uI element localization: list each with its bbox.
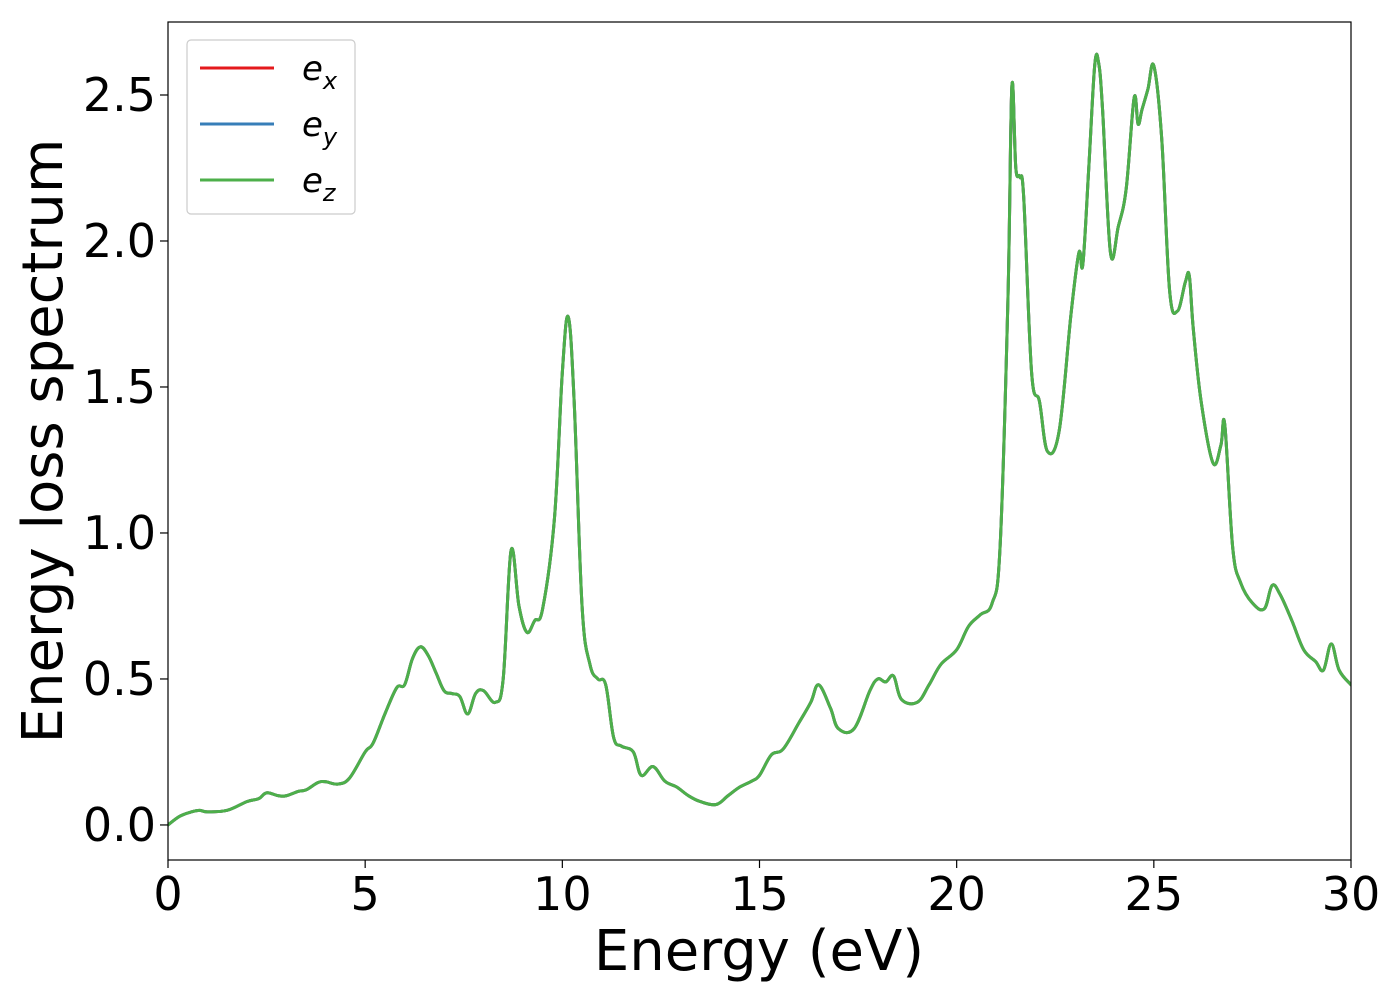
- x-tick-label: 5: [351, 867, 380, 921]
- legend-label-main: e: [302, 105, 323, 145]
- x-tick-label: 30: [1322, 867, 1381, 921]
- legend-box: [186, 39, 356, 215]
- y-tick-label: 2.0: [83, 214, 156, 268]
- plot-area: [167, 21, 1352, 861]
- legend-label-main: e: [302, 49, 323, 89]
- x-tick-label: 15: [730, 867, 789, 921]
- y-tick-label: 1.0: [83, 506, 156, 560]
- legend-label-subscript: x: [322, 67, 338, 95]
- y-tick-label: 0.0: [83, 798, 156, 852]
- series-lines: [168, 52, 1351, 827]
- x-axis-ticks: 0 5 10 15 20 25 30: [153, 860, 1380, 921]
- series-line-ez: [168, 52, 1351, 827]
- legend-label-ex: ex: [302, 49, 338, 95]
- x-tick-label: 20: [927, 867, 986, 921]
- y-tick-label: 1.5: [83, 360, 156, 414]
- legend-label-subscript: y: [322, 123, 338, 151]
- x-axis-title: Energy (eV): [594, 919, 924, 984]
- legend-label-subscript: z: [322, 179, 337, 207]
- x-tick-label: 0: [153, 867, 182, 921]
- y-axis-ticks: 0.0 0.5 1.0 1.5 2.0 2.5: [83, 68, 168, 852]
- y-tick-label: 2.5: [83, 68, 156, 122]
- legend-label-ez: ez: [302, 161, 337, 207]
- legend-label-ey: ey: [302, 105, 338, 151]
- legend-label-main: e: [302, 161, 323, 201]
- y-tick-label: 0.5: [83, 652, 156, 706]
- y-axis-title: Energy loss spectrum: [11, 139, 76, 744]
- x-tick-label: 25: [1125, 867, 1184, 921]
- x-tick-label: 10: [533, 867, 592, 921]
